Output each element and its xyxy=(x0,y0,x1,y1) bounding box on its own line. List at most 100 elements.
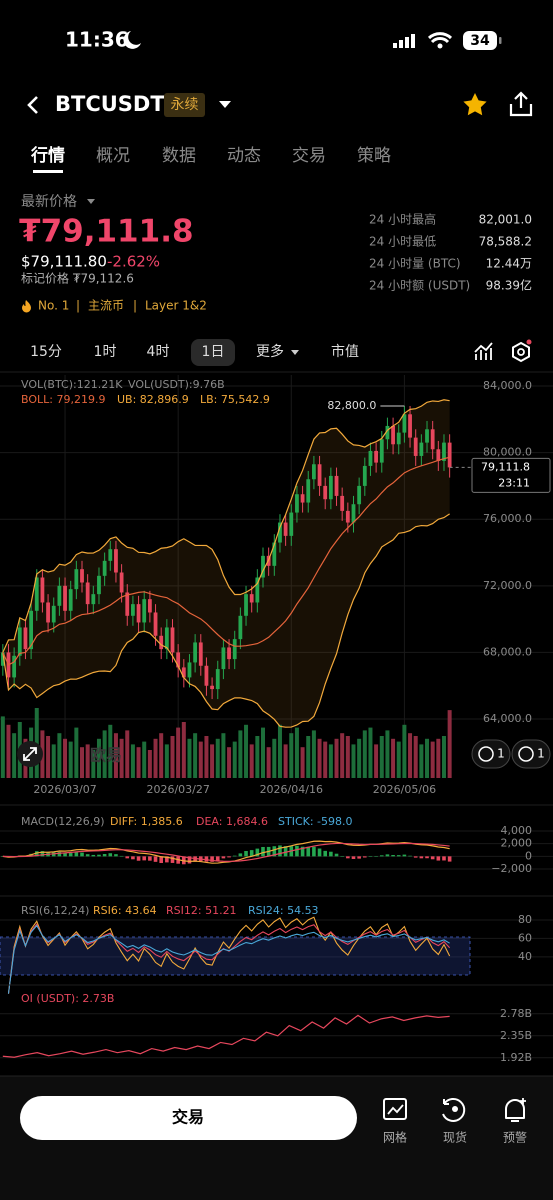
volume-bar xyxy=(136,747,141,778)
candle-body xyxy=(351,504,356,523)
boll-label: BOLL: 79,219.9 xyxy=(21,393,105,406)
volume-bar xyxy=(260,727,265,778)
candle-body xyxy=(323,485,328,500)
tab[interactable]: 数据 xyxy=(162,146,196,166)
usd-price: $79,111.80 xyxy=(21,253,107,271)
y-tick-label: 68,000.0 xyxy=(483,645,532,658)
volume-bar xyxy=(142,741,147,778)
action-label[interactable]: 网格 xyxy=(383,1130,407,1145)
tab[interactable]: 概况 xyxy=(96,146,130,166)
candle-body xyxy=(317,464,322,486)
macd-bar xyxy=(363,856,367,858)
stat-value: 82,001.0 xyxy=(479,213,532,227)
volume-bar xyxy=(68,741,73,778)
fire-icon xyxy=(22,300,31,313)
y-tick-label: 80 xyxy=(518,913,532,926)
volume-bar xyxy=(46,736,51,778)
timeframe[interactable]: 4时 xyxy=(147,344,170,360)
volume-bar xyxy=(57,733,62,778)
macd-bar xyxy=(102,853,107,857)
tab[interactable]: 交易 xyxy=(292,146,326,166)
timeframe[interactable]: 更多 xyxy=(256,343,284,360)
stat-label: 24 小时量 (BTC) xyxy=(369,257,461,271)
candle-body xyxy=(40,577,45,603)
macd-bar xyxy=(227,856,231,858)
volume-bar xyxy=(391,738,396,778)
volume-bar xyxy=(221,733,226,778)
price-tag xyxy=(471,457,551,493)
volume-bar xyxy=(323,741,328,778)
expand-button[interactable] xyxy=(17,741,43,767)
volume-bar xyxy=(119,738,124,778)
macd-bar xyxy=(261,846,265,857)
volume-bar xyxy=(249,744,254,778)
favorite-star[interactable] xyxy=(463,93,487,116)
volume-bar xyxy=(176,727,181,778)
volume-label: VOL(BTC):121.21K xyxy=(21,378,123,391)
timeframe[interactable]: 1日 xyxy=(202,344,225,360)
y-tick-label: 2.35B xyxy=(500,1029,532,1042)
grid-bot-icon[interactable] xyxy=(383,1098,407,1120)
timeframe[interactable]: 1时 xyxy=(94,344,117,360)
macd-bar xyxy=(334,853,339,857)
volume-bar xyxy=(91,750,96,778)
overlay-button[interactable] xyxy=(471,739,511,769)
price-label-dropdown xyxy=(87,199,95,204)
macd-bar xyxy=(374,856,378,857)
tab[interactable]: 行情 xyxy=(30,145,65,166)
spot-icon[interactable] xyxy=(442,1097,466,1122)
volume-bar xyxy=(419,744,424,778)
macd-bar xyxy=(136,856,141,861)
back-button[interactable] xyxy=(27,96,38,114)
volume-bar xyxy=(85,744,90,778)
timeframe[interactable]: 市值 xyxy=(331,343,359,360)
battery-level: 34 xyxy=(470,33,490,49)
macd-bar xyxy=(436,856,441,861)
trade-button[interactable] xyxy=(20,1096,357,1140)
macd-bar xyxy=(244,851,248,857)
y-tick-label: 40 xyxy=(518,950,532,963)
candle-body xyxy=(244,594,248,616)
action-label[interactable]: 现货 xyxy=(443,1130,467,1145)
candle-body xyxy=(74,569,79,590)
share-button[interactable] xyxy=(509,91,533,117)
candle-body xyxy=(23,627,28,650)
candle-body xyxy=(119,572,124,593)
macd-bar xyxy=(379,855,384,857)
candle-body xyxy=(391,425,395,445)
boll-mid xyxy=(2,456,450,666)
timeframe[interactable]: 15分 xyxy=(30,344,62,360)
candle-body xyxy=(311,464,316,480)
overlay-button[interactable] xyxy=(511,739,551,769)
boll-lower xyxy=(2,513,450,728)
rsi-band xyxy=(0,936,471,976)
volume-bar xyxy=(147,750,152,778)
rsi-line xyxy=(7,924,450,994)
signal-icon xyxy=(393,34,415,48)
price-label[interactable]: 最新价格 xyxy=(21,194,77,210)
macd-bar xyxy=(34,851,39,857)
macd-bar xyxy=(153,856,158,862)
macd-bar xyxy=(142,856,147,861)
tag[interactable]: Layer 1&2 xyxy=(145,299,207,313)
volume-bar xyxy=(227,747,232,778)
tab[interactable]: 策略 xyxy=(357,146,391,166)
action-label[interactable]: 预警 xyxy=(503,1130,527,1145)
alert-icon[interactable] xyxy=(505,1098,526,1122)
settings-button[interactable] xyxy=(512,341,530,363)
tag[interactable]: No. 1 xyxy=(38,299,69,313)
tab[interactable]: 动态 xyxy=(227,146,261,166)
candle-body xyxy=(57,585,62,606)
volume-bar xyxy=(436,738,441,778)
tag[interactable]: 主流币 xyxy=(88,299,124,313)
candle-body xyxy=(170,627,175,653)
symbol-dropdown[interactable] xyxy=(219,101,231,108)
candle-body xyxy=(278,522,282,543)
candle-body xyxy=(379,439,384,463)
candle-body xyxy=(385,425,390,440)
symbol[interactable]: BTCUSDT xyxy=(55,92,165,116)
stat-value: 98.39亿 xyxy=(486,278,532,293)
candle-body xyxy=(362,465,367,486)
indicator-button[interactable] xyxy=(474,342,493,360)
volume-bar xyxy=(328,744,333,778)
